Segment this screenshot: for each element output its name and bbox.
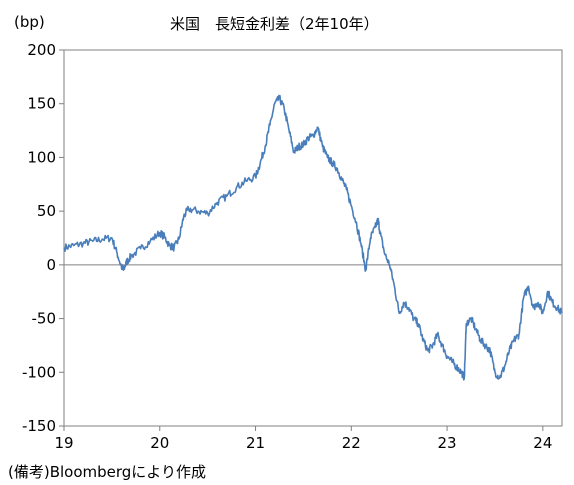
x-tick-label: 21: [246, 434, 265, 452]
x-tick-label: 24: [533, 434, 552, 452]
x-tick-label: 20: [150, 434, 169, 452]
y-tick-label: 200: [27, 41, 56, 59]
y-tick-label: -150: [22, 417, 56, 435]
x-tick-label: 23: [438, 434, 457, 452]
series-line-spread: [63, 94, 563, 381]
source-note: (備考)Bloombergにより作成: [8, 463, 207, 481]
y-tick-label: 50: [37, 202, 56, 220]
y-tick-label: -50: [32, 310, 57, 328]
x-tick-label: 22: [342, 434, 361, 452]
plot-area-frame: [63, 49, 563, 427]
y-tick-label: 100: [27, 148, 56, 166]
y-axis: 200 150 100 50 0 -50 -100 -150: [22, 41, 64, 435]
y-tick-label: 0: [46, 256, 56, 274]
x-tick-label: 19: [54, 434, 73, 452]
y-axis-unit: (bp): [14, 13, 45, 31]
y-tick-label: 150: [27, 95, 56, 113]
y-tick-label: -100: [22, 363, 56, 381]
x-axis: 19 20 21 22 23 24: [54, 426, 552, 452]
chart-title: 米国 長短金利差（2年10年）: [170, 15, 379, 33]
